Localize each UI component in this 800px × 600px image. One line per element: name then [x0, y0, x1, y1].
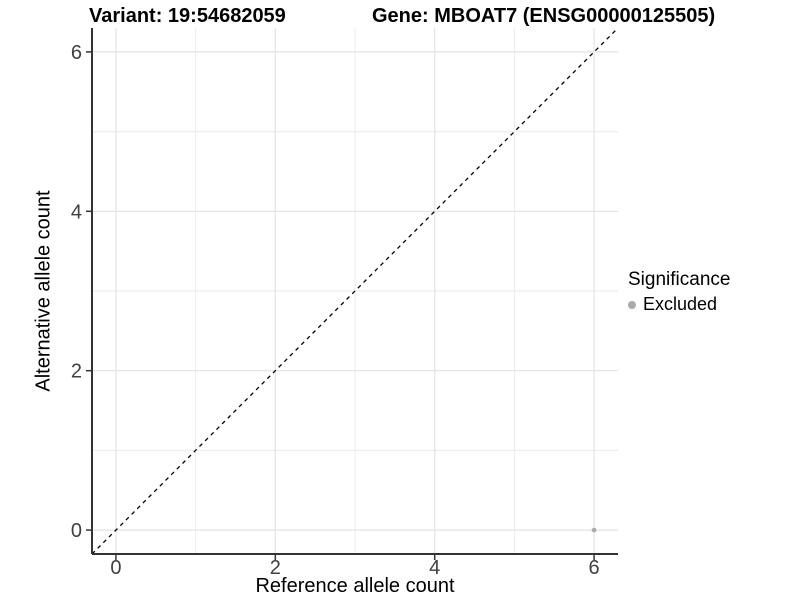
y-tick-label: 2 [71, 361, 82, 383]
plot-title-gene: Gene: MBOAT7 (ENSG00000125505) [372, 5, 716, 27]
x-tick-label: 0 [110, 557, 121, 579]
x-tick-label: 6 [589, 557, 600, 579]
legend-item-excluded: Excluded [628, 294, 730, 315]
legend-title: Significance [628, 269, 731, 290]
identity-dashed-line [91, 27, 619, 555]
y-tick-label: 4 [71, 201, 82, 223]
legend-point-icon [628, 300, 636, 309]
data-point-excluded [591, 527, 597, 533]
plot-title-variant: Variant: 19:54682059 [89, 5, 286, 27]
y-tick-label: 6 [71, 42, 82, 64]
y-axis-label: Alternative allele count [32, 190, 55, 392]
y-tick-label: 0 [71, 520, 82, 542]
legend-item-label: Excluded [643, 294, 718, 314]
x-tick-label: 2 [270, 557, 281, 579]
legend: Significance Excluded [628, 269, 730, 315]
x-tick-label: 4 [429, 557, 440, 579]
x-axis-label: Reference allele count [255, 575, 455, 597]
